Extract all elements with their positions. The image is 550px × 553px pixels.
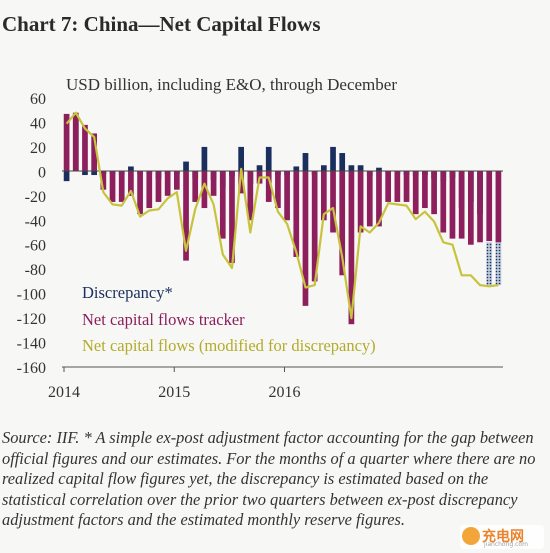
tracker-bar	[192, 171, 199, 202]
tracker-bar	[366, 171, 373, 227]
y-tick-label: -160	[17, 360, 46, 377]
tracker-bar	[155, 171, 162, 202]
discrepancy-bar	[256, 165, 263, 172]
tracker-bar	[91, 133, 98, 172]
tracker-bar	[422, 171, 428, 209]
discrepancy-bar	[357, 165, 364, 172]
discrepancy-bar	[330, 146, 336, 172]
tracker-bar	[467, 171, 474, 245]
chart-title: Chart 7: China—Net Capital Flows	[2, 12, 321, 36]
watermark-url: jianchong.com	[484, 541, 528, 548]
y-tick-label: -120	[17, 311, 46, 328]
tracker-bar	[137, 171, 143, 215]
x-axis-ticks: 2014 2015 2016	[48, 367, 301, 401]
y-tick-label: 0	[38, 164, 46, 181]
tracker-bar	[320, 171, 327, 221]
discrepancy-bar	[91, 171, 98, 176]
tracker-bar	[72, 112, 79, 172]
x-tick-label: 2016	[269, 384, 301, 401]
x-tick-label: 2014	[48, 384, 80, 401]
tracker-bar	[164, 171, 171, 196]
discrepancy-bar	[302, 153, 309, 172]
modified-flows-line	[65, 111, 499, 320]
source-note: Source: IIF. * A simple ex-post adjustme…	[2, 428, 536, 530]
tracker-bar	[109, 171, 116, 202]
tracker-bar	[118, 171, 125, 202]
chart-subtitle: USD billion, including E&O, through Dece…	[66, 75, 397, 94]
discrepancy-bar	[238, 146, 245, 172]
legend-modified: Net capital flows (modified for discrepa…	[82, 336, 376, 355]
tracker-bar	[100, 171, 107, 190]
discrepancy-bar	[339, 153, 346, 172]
tracker-bar	[339, 171, 346, 276]
estimated-discrepancy-bar	[486, 242, 493, 286]
watermark-logo-icon	[462, 527, 480, 545]
tracker-bars	[63, 112, 502, 325]
y-tick-label: 60	[30, 91, 46, 108]
x-tick-label: 2015	[158, 384, 190, 401]
tracker-bar	[229, 171, 235, 264]
y-tick-label: -40	[25, 213, 46, 230]
discrepancy-bar	[348, 165, 355, 172]
tracker-bar	[302, 171, 309, 306]
tracker-bar	[440, 171, 447, 233]
tracker-bar	[403, 171, 410, 202]
y-tick-label: 20	[30, 140, 46, 157]
tracker-bar	[385, 171, 392, 202]
tracker-bar	[412, 171, 419, 215]
tracker-bar	[146, 171, 153, 209]
tracker-bar	[357, 171, 364, 233]
tracker-bar	[477, 171, 483, 243]
tracker-bar	[458, 171, 465, 239]
tracker-bar	[376, 171, 382, 227]
tracker-bar	[173, 171, 180, 190]
tracker-bar	[348, 171, 355, 325]
tracker-bar	[210, 171, 217, 196]
tracker-bar	[82, 124, 88, 172]
tracker-bar	[311, 171, 318, 282]
y-tick-label: -60	[25, 238, 46, 255]
tracker-bar	[495, 171, 502, 243]
tracker-bar	[275, 171, 281, 209]
tracker-bar	[238, 171, 245, 194]
tracker-bar	[486, 171, 493, 242]
y-axis-ticks: 60 40 20 0 -20 -40 -60 -80 -100 -120 -140 -160	[17, 91, 46, 377]
y-tick-label: -80	[25, 262, 46, 279]
discrepancy-bar	[63, 171, 70, 182]
tracker-bar	[284, 171, 290, 221]
discrepancy-bar	[201, 146, 208, 172]
watermark: 充电网 jianchong.com	[460, 525, 544, 549]
watermark-text: 充电网	[482, 529, 524, 545]
tracker-bar	[201, 171, 208, 209]
legend-discrepancy: Discrepancy*	[82, 283, 173, 302]
discrepancy-bar	[128, 166, 134, 172]
tracker-bar	[293, 171, 300, 257]
tracker-bar	[265, 171, 272, 202]
discrepancy-bar	[183, 161, 189, 172]
y-tick-label: -140	[17, 336, 46, 353]
discrepancy-bar	[320, 165, 327, 172]
estimated-discrepancy-bar	[495, 242, 502, 286]
tracker-bar	[394, 171, 401, 202]
tracker-bar	[247, 171, 254, 221]
discrepancy-bar	[82, 171, 88, 176]
tracker-bar	[128, 171, 134, 196]
legend-tracker: Net capital flows tracker	[82, 310, 245, 329]
tracker-bar	[330, 171, 336, 233]
tracker-bar	[183, 171, 189, 261]
tracker-bar	[431, 171, 437, 215]
discrepancy-bar	[376, 167, 382, 172]
chart: USD billion, including E&O, through Dece…	[17, 75, 503, 401]
tracker-bar	[219, 171, 226, 239]
legend: Discrepancy* Net capital flows tracker N…	[82, 283, 376, 355]
y-tick-label: -20	[25, 189, 46, 206]
discrepancy-bar	[293, 166, 300, 172]
y-tick-label: -100	[17, 287, 46, 304]
tracker-bar	[449, 171, 456, 239]
discrepancy-bar	[265, 146, 272, 172]
y-tick-label: 40	[30, 115, 46, 132]
tracker-bar	[63, 113, 70, 172]
